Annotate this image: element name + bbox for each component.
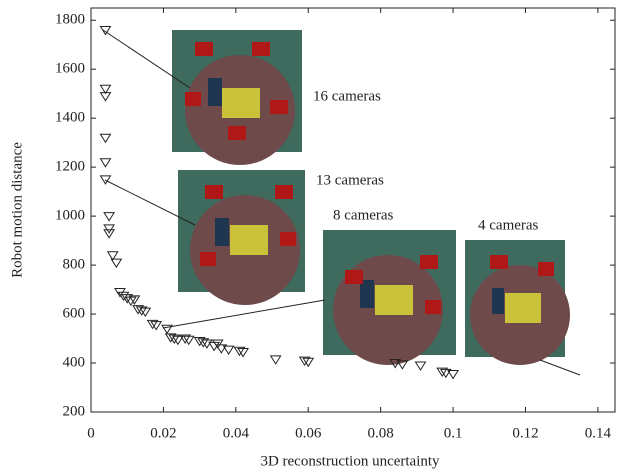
marker [99, 175, 112, 185]
x-tick-label: 0.02 [150, 425, 176, 441]
marker [150, 321, 163, 331]
annotation: 4 cameras [478, 217, 539, 233]
marker [389, 359, 402, 369]
y-tick-label: 600 [63, 305, 86, 321]
x-tick-label: 0.14 [585, 425, 612, 441]
marker [146, 319, 159, 330]
y-axis-label: Robot motion distance [9, 142, 25, 278]
x-axis-label: 3D reconstruction uncertainty [260, 453, 440, 469]
y-tick-label: 200 [63, 403, 86, 419]
y-tick-label: 800 [63, 257, 86, 273]
marker [103, 229, 116, 239]
marker [298, 356, 311, 367]
marker [135, 306, 148, 316]
marker [106, 251, 119, 261]
inset-13 [178, 170, 305, 305]
y-tick-label: 1800 [55, 12, 85, 28]
y-tick-label: 1200 [55, 159, 85, 175]
marker [237, 348, 249, 358]
x-tick-label: 0.04 [223, 425, 250, 441]
annotation: 13 cameras [316, 172, 384, 188]
marker [269, 355, 282, 365]
marker [103, 224, 116, 234]
marker [103, 212, 116, 222]
marker [179, 334, 192, 344]
marker [302, 357, 315, 368]
marker [117, 291, 130, 302]
y-tick-label: 1400 [55, 110, 85, 126]
marker [168, 334, 181, 344]
x-tick-label: 0.1 [444, 425, 463, 441]
marker [99, 26, 112, 36]
marker [222, 345, 235, 356]
connectors [102, 29, 581, 376]
marker [197, 338, 210, 348]
marker [99, 158, 112, 168]
x-tick-label: 0.08 [368, 425, 394, 441]
marker [193, 336, 206, 347]
marker [121, 294, 134, 304]
marker [161, 324, 173, 335]
plot-frame [90, 7, 616, 413]
annotation: 16 cameras [313, 88, 381, 104]
x-tick-label: 0 [87, 425, 95, 441]
marker [215, 344, 228, 354]
marker [99, 92, 112, 102]
inset-16 [172, 30, 302, 165]
marker [447, 370, 459, 380]
y-tick-label: 1600 [55, 61, 85, 77]
marker [128, 295, 141, 305]
inset-8 [323, 230, 456, 365]
marker [99, 133, 112, 144]
marker [132, 305, 144, 315]
marker [124, 296, 137, 307]
marker [99, 84, 112, 95]
marker [414, 361, 427, 371]
marker [436, 367, 449, 378]
marker [233, 346, 246, 357]
marker [439, 368, 452, 379]
y-tick-label: 1000 [55, 208, 85, 224]
marker [171, 335, 184, 346]
y-tick-label: 400 [63, 354, 86, 370]
marker [211, 339, 224, 349]
marker [139, 307, 152, 318]
marker [200, 339, 213, 349]
marker [164, 333, 177, 343]
inset-4 [465, 240, 570, 365]
marker [110, 258, 123, 269]
x-tick-label: 0.06 [295, 425, 322, 441]
marker [396, 360, 409, 370]
x-tick-label: 0.12 [512, 425, 538, 441]
marker [182, 335, 195, 346]
inset-images [102, 29, 581, 376]
annotation: 8 cameras [333, 207, 394, 223]
